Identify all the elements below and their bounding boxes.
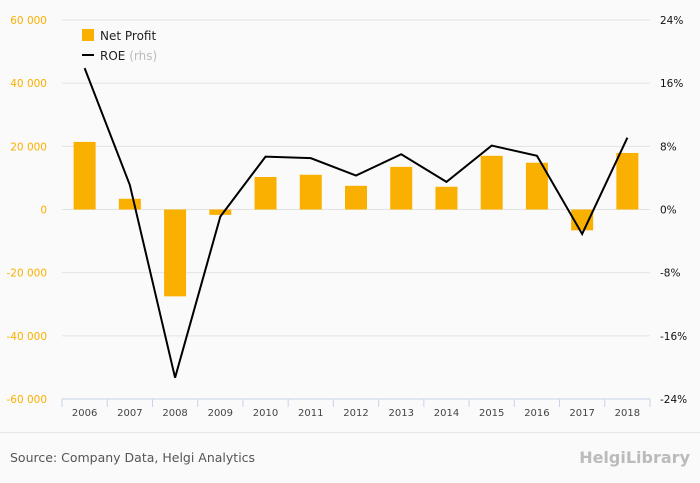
x-tick-label: 2013 <box>389 408 414 419</box>
left-tick-label: -60 000 <box>6 394 47 406</box>
x-tick-label: 2017 <box>569 408 594 419</box>
x-tick-label: 2009 <box>208 408 233 419</box>
right-tick-label: -16% <box>660 331 687 343</box>
bar-net-profit-2014 <box>435 186 458 210</box>
bar-net-profit-2010 <box>254 176 277 210</box>
legend-roe-label: ROE (rhs) <box>100 49 157 63</box>
bar-net-profit-2018 <box>616 152 639 210</box>
x-tick-label: 2018 <box>615 408 640 419</box>
x-tick-label: 2014 <box>434 408 459 419</box>
footer-divider <box>0 432 700 433</box>
left-tick-label: 0 <box>40 205 47 217</box>
right-tick-label: 16% <box>660 78 683 90</box>
bar-net-profit-2007 <box>118 198 141 210</box>
roe-line <box>83 67 629 378</box>
right-tick-label: 0% <box>660 205 677 217</box>
left-tick-label: 20 000 <box>10 141 47 153</box>
right-tick-label: -8% <box>660 268 680 280</box>
bar-net-profit-2015 <box>480 155 503 210</box>
combo-chart: 60 000 24% 40 000 16% 20 000 8% 0 0% -20 000 -8% -… <box>6 15 687 419</box>
legend-net-profit-label: Net Profit <box>100 29 156 43</box>
x-tick-label: 2006 <box>72 408 97 419</box>
right-tick-label: 8% <box>660 141 677 153</box>
bar-net-profit-2011 <box>299 174 322 210</box>
left-tick-label: 60 000 <box>10 15 47 27</box>
source-text: Source: Company Data, Helgi Analytics <box>10 450 256 465</box>
left-tick-label: -40 000 <box>6 331 47 343</box>
bar-net-profit-2016 <box>525 162 548 210</box>
x-tick-label: 2008 <box>162 408 187 419</box>
x-tick-label: 2012 <box>343 408 368 419</box>
bar-net-profit-2009 <box>209 209 232 215</box>
left-tick-label: 40 000 <box>10 78 47 90</box>
x-tick-label: 2011 <box>298 408 323 419</box>
bar-net-profit-2008 <box>164 209 187 297</box>
x-tick-label: 2007 <box>117 408 142 419</box>
x-tick-label: 2010 <box>253 408 278 419</box>
x-tick-label: 2016 <box>524 408 549 419</box>
left-tick-label: -20 000 <box>6 268 47 280</box>
x-tick-label: 2015 <box>479 408 504 419</box>
helgi-library-logo[interactable]: HelgiLibrary <box>579 448 690 467</box>
right-tick-label: -24% <box>660 394 687 406</box>
right-tick-label: 24% <box>660 15 683 27</box>
legend-rhs-note: (rhs) <box>129 49 157 63</box>
bar-net-profit-2012 <box>345 185 367 210</box>
legend-net-profit-swatch <box>82 29 94 41</box>
bar-net-profit-2006 <box>73 141 96 210</box>
bar-net-profit-2013 <box>390 166 413 210</box>
